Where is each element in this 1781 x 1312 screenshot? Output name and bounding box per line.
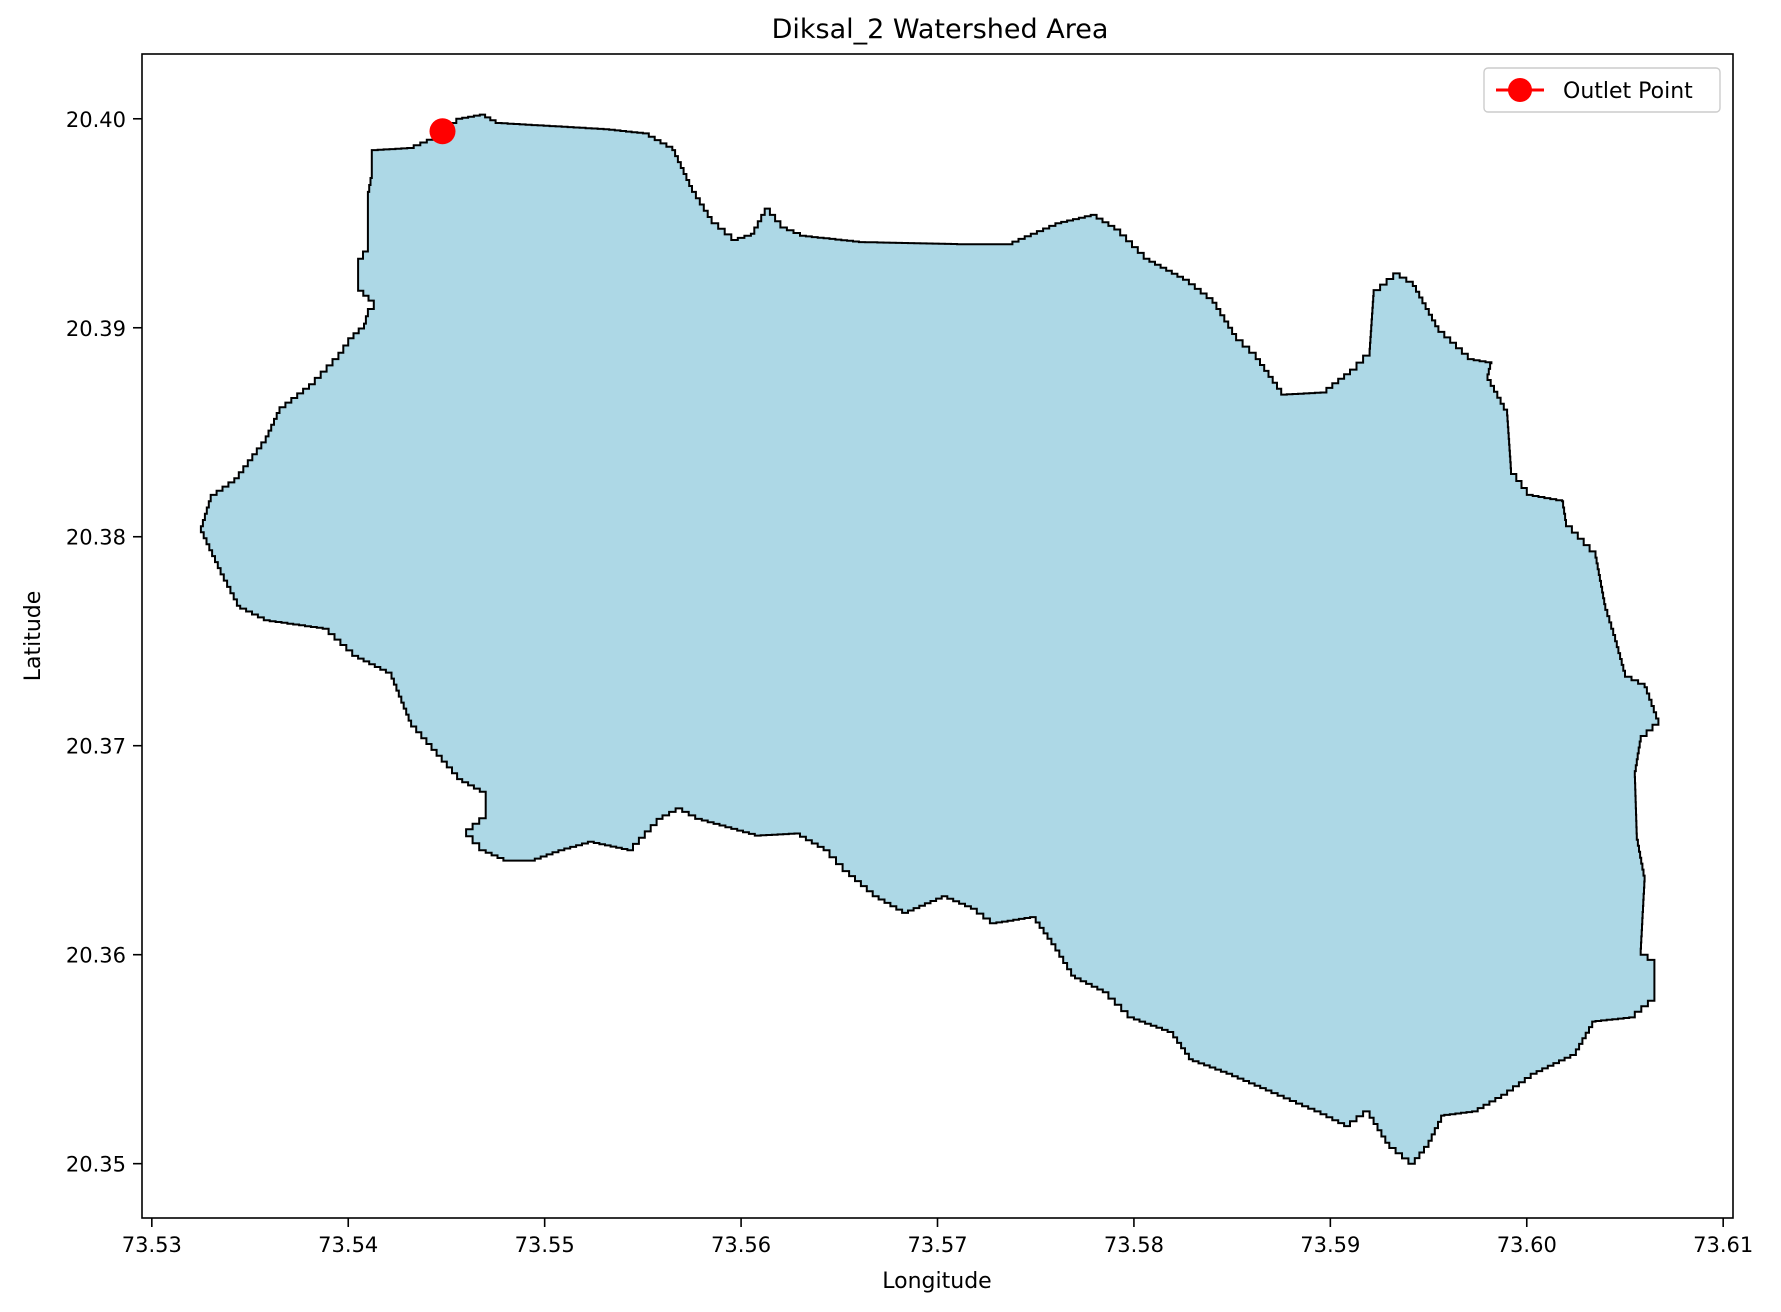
y-tick-label: 20.36 [66,944,126,968]
x-axis-ticks: 73.53 73.54 73.55 73.56 73.57 73.58 73.59 73.60… [122,1218,1753,1257]
x-tick-label: 73.57 [907,1233,967,1257]
x-tick-label: 73.55 [515,1233,575,1257]
x-tick-label: 73.53 [122,1233,182,1257]
legend: Outlet Point [1483,67,1721,113]
y-tick-label: 20.35 [66,1153,126,1177]
y-tick-label: 20.39 [66,317,126,341]
x-axis-label: Longitude [882,1269,991,1294]
x-tick-label: 73.60 [1497,1233,1557,1257]
chart-title: Diksal_2 Watershed Area [772,14,1109,45]
y-tick-label: 20.38 [66,526,126,550]
y-tick-label: 20.37 [66,735,126,759]
y-tick-label: 20.40 [66,108,126,132]
x-tick-label: 73.56 [711,1233,771,1257]
x-tick-label: 73.61 [1693,1233,1753,1257]
x-tick-label: 73.58 [1104,1233,1164,1257]
x-tick-label: 73.59 [1300,1233,1360,1257]
x-tick-label: 73.54 [318,1233,378,1257]
watershed-area [199,113,1660,1165]
y-axis-label: Latitude [21,591,46,682]
legend-marker [1508,78,1532,102]
outlet-point-marker[interactable] [429,118,456,145]
y-axis-ticks: 20.35 20.36 20.37 20.38 20.39 20.40 [66,108,142,1177]
legend-box [1483,67,1721,113]
legend-label-outlet-point: Outlet Point [1563,79,1693,104]
